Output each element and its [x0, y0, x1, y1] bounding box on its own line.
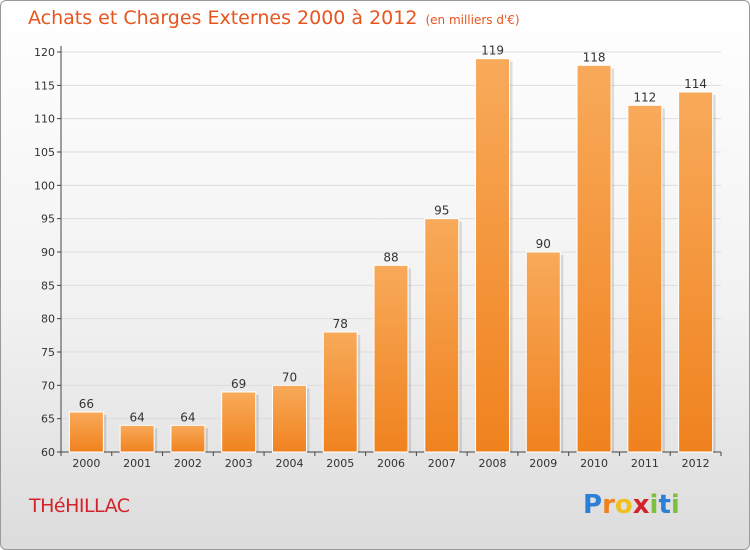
data-label: 119	[481, 44, 504, 58]
y-tick-label: 115	[34, 79, 55, 92]
data-label: 118	[583, 50, 606, 64]
data-label: 95	[434, 204, 449, 218]
chart-title-text: Achats et Charges Externes 2000 à 2012	[28, 7, 418, 29]
x-tick-label: 2012	[682, 457, 710, 470]
bar	[271, 384, 307, 453]
logo-letter: P	[583, 490, 603, 520]
y-tick-label: 80	[41, 313, 55, 326]
data-label: 70	[282, 370, 297, 384]
y-tick-label: 70	[41, 379, 55, 392]
y-tick-label: 85	[41, 279, 55, 292]
x-tick-label: 2010	[580, 457, 608, 470]
bar	[322, 331, 358, 453]
chart-subtitle: (en milliers d'€)	[425, 13, 520, 27]
x-tick-label: 2007	[428, 457, 456, 470]
x-tick-label: 2000	[72, 457, 100, 470]
bar	[576, 64, 612, 453]
data-label: 112	[633, 90, 656, 104]
y-tick-label: 65	[41, 413, 55, 426]
y-tick-label: 75	[41, 346, 55, 359]
y-tick-label: 110	[34, 113, 55, 126]
x-tick-label: 2005	[326, 457, 354, 470]
logo-letter: t	[658, 490, 671, 520]
data-label: 114	[684, 77, 707, 91]
bar	[678, 91, 714, 453]
data-label: 66	[79, 397, 94, 411]
y-tick-label: 100	[34, 179, 55, 192]
bar	[170, 424, 206, 453]
bar	[525, 251, 561, 453]
data-label: 69	[231, 377, 246, 391]
chart-title: Achats et Charges Externes 2000 à 2012 (e…	[28, 7, 520, 29]
y-tick-label: 105	[34, 146, 55, 159]
bar	[68, 411, 104, 453]
bar	[475, 58, 511, 453]
town-name: THéHILLAC	[29, 495, 130, 517]
x-tick-label: 2004	[275, 457, 303, 470]
x-tick-label: 2002	[174, 457, 202, 470]
y-tick-label: 120	[34, 46, 55, 59]
data-label: 78	[333, 317, 348, 331]
bar	[424, 218, 460, 453]
logo-letter: i	[649, 490, 659, 520]
data-label: 64	[130, 410, 145, 424]
y-tick-label: 60	[41, 446, 55, 459]
bar	[627, 104, 663, 453]
logo-letter: o	[614, 490, 633, 520]
x-tick-label: 2011	[631, 457, 659, 470]
logo-letter: i	[670, 490, 680, 520]
data-label: 64	[180, 410, 195, 424]
proxiti-logo: Proxiti	[583, 490, 680, 520]
x-tick-label: 2001	[123, 457, 151, 470]
y-tick-label: 90	[41, 246, 55, 259]
x-tick-label: 2003	[225, 457, 253, 470]
data-label: 88	[383, 250, 398, 264]
y-tick-label: 95	[41, 213, 55, 226]
bar	[373, 264, 409, 453]
logo-letter: x	[632, 490, 650, 520]
bar	[119, 424, 155, 453]
x-tick-label: 2009	[529, 457, 557, 470]
x-tick-label: 2006	[377, 457, 405, 470]
bar	[221, 391, 257, 453]
x-tick-label: 2008	[479, 457, 507, 470]
data-label: 90	[536, 237, 551, 251]
logo-letter: r	[602, 490, 615, 520]
